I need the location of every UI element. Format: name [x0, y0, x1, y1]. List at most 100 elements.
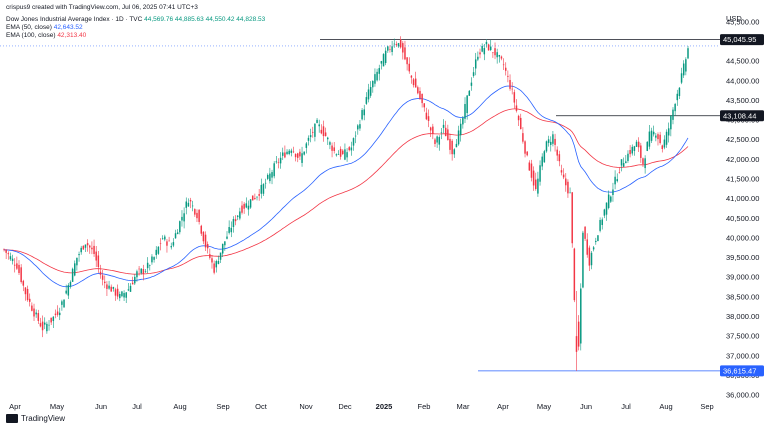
- candle: [151, 254, 153, 265]
- candle: [399, 36, 402, 49]
- candle: [224, 241, 226, 251]
- candle: [517, 114, 520, 127]
- candle: [565, 173, 567, 192]
- candle: [376, 68, 378, 82]
- candle: [48, 319, 50, 331]
- candle: [91, 241, 93, 255]
- price-tag: 36,615.47: [720, 365, 764, 377]
- tradingview-footer[interactable]: TradingView: [6, 414, 65, 423]
- candle: [277, 158, 280, 169]
- candle: [625, 154, 627, 164]
- candle: [676, 89, 679, 106]
- candle: [610, 195, 612, 203]
- candle: [350, 141, 353, 156]
- x-tick-label: Nov: [299, 402, 313, 411]
- candle: [241, 201, 243, 215]
- ema50-legend: EMA (50, close) 42,643.52: [6, 24, 83, 32]
- ema50-line: [3, 85, 689, 288]
- candle: [582, 230, 584, 289]
- candle: [451, 139, 453, 161]
- candle: [590, 250, 593, 270]
- ema100-legend: EMA (100, close) 42,313.40: [6, 32, 86, 40]
- y-tick-label: 37,500.00: [726, 332, 759, 341]
- candle: [329, 140, 331, 150]
- x-tick-label: Sep: [216, 402, 229, 411]
- candle: [633, 145, 636, 156]
- candle: [50, 317, 52, 325]
- candle: [524, 140, 526, 158]
- candle: [286, 149, 288, 156]
- y-tick-label: 36,000.00: [726, 391, 759, 400]
- candle: [7, 251, 10, 260]
- candle: [369, 81, 372, 98]
- candle: [327, 136, 329, 146]
- candle: [54, 309, 57, 319]
- candle: [144, 269, 147, 273]
- candle: [191, 200, 194, 212]
- candle: [367, 83, 370, 103]
- y-tick-label: 40,500.00: [726, 214, 759, 223]
- candle: [410, 75, 413, 84]
- ema50-label: EMA (50, close): [6, 24, 52, 31]
- candle: [146, 257, 149, 274]
- candle: [393, 38, 395, 48]
- candle: [309, 128, 312, 143]
- candle: [320, 124, 323, 135]
- candle: [65, 284, 67, 295]
- candle: [414, 71, 417, 88]
- candle: [498, 54, 501, 63]
- candle: [438, 135, 441, 151]
- candle: [292, 146, 295, 154]
- candle: [16, 256, 18, 271]
- y-tick-label: 44,000.00: [726, 76, 759, 85]
- candle: [226, 231, 228, 240]
- candle: [539, 160, 541, 186]
- x-tick-label: May: [50, 402, 64, 411]
- y-axis: 36,000.0036,500.0037,000.0037,500.0038,0…: [726, 17, 759, 399]
- candle: [189, 197, 192, 209]
- candle: [82, 245, 85, 250]
- candle: [183, 207, 185, 229]
- candle: [361, 107, 363, 121]
- candle: [663, 135, 666, 150]
- candle: [262, 183, 265, 197]
- candle: [580, 283, 582, 351]
- candle: [20, 264, 22, 284]
- candle: [550, 136, 552, 152]
- candle: [357, 124, 359, 135]
- candle: [11, 254, 14, 265]
- candle: [406, 56, 408, 71]
- candle: [333, 141, 335, 154]
- candle: [348, 145, 350, 152]
- candle: [444, 120, 447, 137]
- candle: [429, 126, 432, 137]
- candle: [136, 269, 138, 282]
- candle: [24, 287, 27, 301]
- candle: [489, 39, 492, 52]
- candle: [217, 255, 220, 265]
- candle: [84, 244, 87, 253]
- candle: [421, 93, 423, 108]
- candle: [185, 197, 188, 215]
- candle: [159, 238, 162, 251]
- candle: [462, 115, 464, 129]
- candle: [603, 208, 606, 219]
- candle: [481, 43, 483, 53]
- candle: [174, 229, 177, 239]
- candle: [127, 283, 130, 292]
- ema100-value: 42,313.40: [57, 32, 87, 39]
- candle: [359, 120, 361, 131]
- candle: [108, 280, 110, 290]
- candle: [556, 146, 558, 162]
- candle: [9, 252, 12, 261]
- ema100-line: [4, 108, 689, 275]
- candle: [650, 127, 653, 144]
- candle: [56, 305, 59, 317]
- candle: [592, 245, 595, 252]
- x-tick-label: Feb: [418, 402, 431, 411]
- candle: [342, 149, 344, 156]
- y-tick-label: 39,000.00: [726, 273, 759, 282]
- x-tick-label: Mar: [457, 402, 470, 411]
- ema100-path: [4, 108, 689, 275]
